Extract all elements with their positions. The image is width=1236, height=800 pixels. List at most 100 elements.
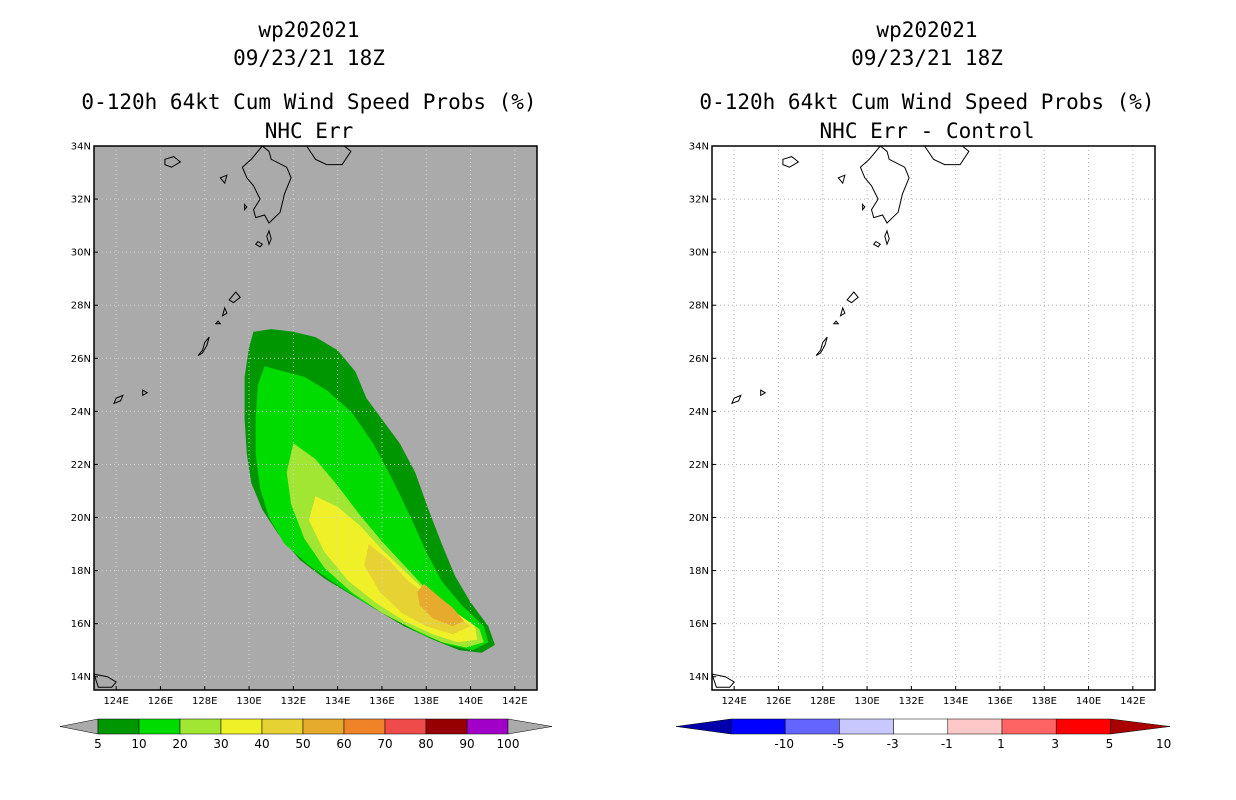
y-tick-label: 14N [71,672,91,683]
plot-frame [711,145,1156,691]
coastline-amami [228,291,241,304]
colorbar-box [730,718,786,735]
colorbar-box [466,718,509,735]
colorbar-box [1001,718,1057,735]
y-tick-label: 26N [689,354,709,365]
y-tick-label: 26N [71,354,91,365]
y-tick-label: 18N [71,566,91,577]
y-tick-label: 20N [71,513,91,524]
method-title: NHC Err [264,119,354,143]
colorbar-label: 40 [254,737,269,751]
coastline-jeju [782,156,800,168]
coastline-batanes [93,673,117,688]
y-tick-label: 34N [71,142,91,153]
colorbar-label: 20 [172,737,187,751]
colorbar-label: 5 [94,737,102,751]
coastline-tokunoshima [839,306,846,317]
colorbar-box [784,718,840,735]
x-tick-label: 142E [502,696,527,707]
x-tick-label: 130E [854,696,879,707]
y-tick-label: 14N [689,672,709,683]
y-tick-label: 24N [689,407,709,418]
colorbar-label: 1 [997,737,1005,751]
x-tick-label: 140E [1076,696,1101,707]
y-tick-label: 30N [71,248,91,259]
coastline-yakushima [254,240,264,248]
colorbar-label: -10 [774,737,794,751]
x-tick-label: 128E [192,696,217,707]
coastline-kyushu [241,145,292,224]
colorbar-label: 100 [497,737,520,751]
x-tick-label: 138E [414,696,439,707]
coastline-amami [846,291,859,304]
colorbar: 5 10 20 30 40 50 60 70 80 90 100 [59,718,553,751]
coastline-ishigaki [730,394,742,405]
y-tick-label: 28N [689,301,709,312]
x-tick-label: 130E [236,696,261,707]
contour-10-percent [255,366,489,651]
y-tick-label: 22N [689,460,709,471]
colorbar-box [1055,718,1111,735]
coastline-kyushu [859,145,910,224]
coastline-ishigaki [112,394,124,405]
y-tick-label: 18N [689,566,709,577]
y-tick-label: 30N [689,248,709,259]
y-tick-label: 34N [689,142,709,153]
plot-frame [93,145,538,691]
y-tick-label: 32N [689,195,709,206]
colorbar-low-arrow [675,718,732,735]
colorbar-box [302,718,345,735]
y-tick-label: 16N [71,619,91,630]
coastline-okinoerabu [214,320,222,325]
grid [712,145,1155,690]
x-tick-label: 140E [458,696,483,707]
y-tick-label: 28N [71,301,91,312]
colorbar-box [97,718,140,735]
coastline-koshiki [862,203,866,212]
colorbar-label: 90 [459,737,474,751]
colorbar-label: 5 [1106,737,1114,751]
x-tick-label: 138E [1032,696,1057,707]
product-title: 0-120h 64kt Cum Wind Speed Probs (%) [699,90,1155,114]
colorbar-label: -5 [832,737,844,751]
colorbar-label: 10 [131,737,146,751]
probability-map: 124E 126E 128E 130E 132E 134E 136E 138E 140E 142E… [59,142,553,751]
x-tick-label: 134E [943,696,968,707]
colorbar-label: 50 [295,737,310,751]
coastline-batanes [711,673,735,688]
colorbar-high-arrow [1110,718,1171,735]
storm-id: wp202021 [876,18,978,42]
colorbar-label: -1 [941,737,953,751]
left-panel: wp202021 09/23/21 18Z 0-120h 64kt Cum Wi… [59,18,553,751]
colorbar-label: 70 [377,737,392,751]
x-tick-label: 136E [987,696,1012,707]
x-tick-label: 126E [766,696,791,707]
colorbar-label: 10 [1156,737,1171,751]
colorbar-box [179,718,222,735]
x-tick-label: 134E [325,696,350,707]
colorbar-label: 80 [418,737,433,751]
x-tick-label: 142E [1120,696,1145,707]
x-tick-label: 136E [369,696,394,707]
colorbar-box [893,718,949,735]
contour-50-percent [417,583,464,627]
coastline-miyako [142,389,149,397]
method-title: NHC Err - Control [819,119,1035,143]
plot-background [712,146,1155,690]
x-tick-label: 132E [899,696,924,707]
y-tick-label: 22N [71,460,91,471]
coastline-yakushima [872,240,882,248]
x-tick-label: 124E [103,696,128,707]
coastline-miyako [760,389,767,397]
coastline-okinawa [815,336,828,357]
right-panel: wp202021 09/23/21 18Z 0-120h 64kt Cum Wi… [618,0,1236,800]
colorbar-label: 60 [336,737,351,751]
colorbar-box [343,718,386,735]
product-title: 0-120h 64kt Cum Wind Speed Probs (%) [81,90,537,114]
colorbar-box [425,718,468,735]
coastline-tanegashima [266,229,272,246]
y-tick-label: 20N [689,513,709,524]
colorbar: -10 -5 -3 -1 1 3 5 10 [675,718,1171,751]
coastline-jeju [164,156,182,168]
colorbar-high-arrow [507,718,553,735]
